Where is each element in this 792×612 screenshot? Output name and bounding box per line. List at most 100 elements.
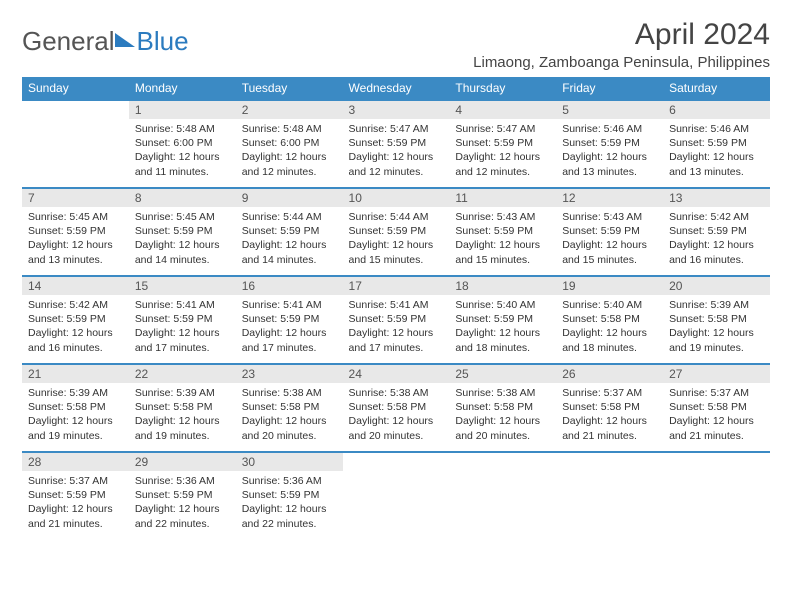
day-cell: 9Sunrise: 5:44 AMSunset: 5:59 PMDaylight… — [236, 188, 343, 276]
sunset-text: Sunset: 5:59 PM — [242, 488, 337, 502]
day-detail: Sunrise: 5:45 AMSunset: 5:59 PMDaylight:… — [129, 207, 236, 273]
sunrise-text: Sunrise: 5:47 AM — [455, 122, 550, 136]
day-number: 10 — [343, 189, 450, 207]
day-detail: Sunrise: 5:48 AMSunset: 6:00 PMDaylight:… — [236, 119, 343, 185]
day-detail: Sunrise: 5:48 AMSunset: 6:00 PMDaylight:… — [129, 119, 236, 185]
daylight-text: Daylight: 12 hours and 20 minutes. — [349, 414, 444, 442]
day-cell: 20Sunrise: 5:39 AMSunset: 5:58 PMDayligh… — [663, 276, 770, 364]
day-number: 3 — [343, 101, 450, 119]
daylight-text: Daylight: 12 hours and 22 minutes. — [242, 502, 337, 530]
sunrise-text: Sunrise: 5:37 AM — [669, 386, 764, 400]
daylight-text: Daylight: 12 hours and 16 minutes. — [669, 238, 764, 266]
sunset-text: Sunset: 5:59 PM — [135, 312, 230, 326]
day-cell: 30Sunrise: 5:36 AMSunset: 5:59 PMDayligh… — [236, 452, 343, 540]
day-cell: 1Sunrise: 5:48 AMSunset: 6:00 PMDaylight… — [129, 100, 236, 188]
day-detail: Sunrise: 5:41 AMSunset: 5:59 PMDaylight:… — [343, 295, 450, 361]
sunset-text: Sunset: 5:58 PM — [455, 400, 550, 414]
sunrise-text: Sunrise: 5:48 AM — [135, 122, 230, 136]
sunrise-text: Sunrise: 5:41 AM — [349, 298, 444, 312]
day-number: 8 — [129, 189, 236, 207]
col-tuesday: Tuesday — [236, 77, 343, 100]
col-saturday: Saturday — [663, 77, 770, 100]
col-sunday: Sunday — [22, 77, 129, 100]
sunrise-text: Sunrise: 5:38 AM — [455, 386, 550, 400]
day-detail: Sunrise: 5:37 AMSunset: 5:58 PMDaylight:… — [663, 383, 770, 449]
sunset-text: Sunset: 5:58 PM — [28, 400, 123, 414]
day-cell: 22Sunrise: 5:39 AMSunset: 5:58 PMDayligh… — [129, 364, 236, 452]
day-detail: Sunrise: 5:46 AMSunset: 5:59 PMDaylight:… — [556, 119, 663, 185]
day-detail: Sunrise: 5:46 AMSunset: 5:59 PMDaylight:… — [663, 119, 770, 185]
sunrise-text: Sunrise: 5:42 AM — [669, 210, 764, 224]
day-number: 19 — [556, 277, 663, 295]
day-detail: Sunrise: 5:36 AMSunset: 5:59 PMDaylight:… — [129, 471, 236, 537]
brand-logo: General Blue — [22, 26, 189, 57]
day-cell: 5Sunrise: 5:46 AMSunset: 5:59 PMDaylight… — [556, 100, 663, 188]
day-cell — [22, 100, 129, 188]
day-detail: Sunrise: 5:47 AMSunset: 5:59 PMDaylight:… — [343, 119, 450, 185]
sunset-text: Sunset: 5:59 PM — [562, 224, 657, 238]
sunrise-text: Sunrise: 5:36 AM — [242, 474, 337, 488]
calendar-body: 1Sunrise: 5:48 AMSunset: 6:00 PMDaylight… — [22, 100, 770, 540]
sunset-text: Sunset: 5:58 PM — [669, 312, 764, 326]
day-number: 24 — [343, 365, 450, 383]
daylight-text: Daylight: 12 hours and 14 minutes. — [135, 238, 230, 266]
day-number: 12 — [556, 189, 663, 207]
sunset-text: Sunset: 5:59 PM — [242, 224, 337, 238]
sunset-text: Sunset: 5:59 PM — [28, 488, 123, 502]
day-number: 15 — [129, 277, 236, 295]
daylight-text: Daylight: 12 hours and 21 minutes. — [669, 414, 764, 442]
sail-icon — [115, 33, 135, 47]
daylight-text: Daylight: 12 hours and 19 minutes. — [135, 414, 230, 442]
day-detail: Sunrise: 5:39 AMSunset: 5:58 PMDaylight:… — [129, 383, 236, 449]
table-row: 7Sunrise: 5:45 AMSunset: 5:59 PMDaylight… — [22, 188, 770, 276]
col-wednesday: Wednesday — [343, 77, 450, 100]
day-cell — [556, 452, 663, 540]
sunset-text: Sunset: 5:59 PM — [455, 224, 550, 238]
day-detail: Sunrise: 5:43 AMSunset: 5:59 PMDaylight:… — [449, 207, 556, 273]
sunset-text: Sunset: 5:58 PM — [669, 400, 764, 414]
sunrise-text: Sunrise: 5:47 AM — [349, 122, 444, 136]
sunset-text: Sunset: 5:59 PM — [455, 312, 550, 326]
day-detail: Sunrise: 5:36 AMSunset: 5:59 PMDaylight:… — [236, 471, 343, 537]
sunrise-text: Sunrise: 5:39 AM — [669, 298, 764, 312]
daylight-text: Daylight: 12 hours and 17 minutes. — [242, 326, 337, 354]
calendar-head: Sunday Monday Tuesday Wednesday Thursday… — [22, 77, 770, 100]
day-cell — [343, 452, 450, 540]
day-cell: 13Sunrise: 5:42 AMSunset: 5:59 PMDayligh… — [663, 188, 770, 276]
day-cell: 15Sunrise: 5:41 AMSunset: 5:59 PMDayligh… — [129, 276, 236, 364]
sunrise-text: Sunrise: 5:42 AM — [28, 298, 123, 312]
brand-part1: General — [22, 26, 115, 57]
day-cell: 24Sunrise: 5:38 AMSunset: 5:58 PMDayligh… — [343, 364, 450, 452]
daylight-text: Daylight: 12 hours and 17 minutes. — [349, 326, 444, 354]
day-cell: 25Sunrise: 5:38 AMSunset: 5:58 PMDayligh… — [449, 364, 556, 452]
day-number: 28 — [22, 453, 129, 471]
day-cell: 14Sunrise: 5:42 AMSunset: 5:59 PMDayligh… — [22, 276, 129, 364]
sunset-text: Sunset: 5:58 PM — [349, 400, 444, 414]
day-number: 4 — [449, 101, 556, 119]
sunrise-text: Sunrise: 5:39 AM — [28, 386, 123, 400]
daylight-text: Daylight: 12 hours and 17 minutes. — [135, 326, 230, 354]
day-number: 17 — [343, 277, 450, 295]
sunset-text: Sunset: 5:59 PM — [349, 312, 444, 326]
day-number: 1 — [129, 101, 236, 119]
day-detail: Sunrise: 5:40 AMSunset: 5:59 PMDaylight:… — [449, 295, 556, 361]
day-cell: 23Sunrise: 5:38 AMSunset: 5:58 PMDayligh… — [236, 364, 343, 452]
day-detail: Sunrise: 5:39 AMSunset: 5:58 PMDaylight:… — [663, 295, 770, 361]
sunrise-text: Sunrise: 5:36 AM — [135, 474, 230, 488]
day-number: 27 — [663, 365, 770, 383]
sunrise-text: Sunrise: 5:48 AM — [242, 122, 337, 136]
daylight-text: Daylight: 12 hours and 13 minutes. — [562, 150, 657, 178]
sunset-text: Sunset: 6:00 PM — [135, 136, 230, 150]
table-row: 1Sunrise: 5:48 AMSunset: 6:00 PMDaylight… — [22, 100, 770, 188]
day-cell: 17Sunrise: 5:41 AMSunset: 5:59 PMDayligh… — [343, 276, 450, 364]
location-text: Limaong, Zamboanga Peninsula, Philippine… — [473, 54, 770, 71]
daylight-text: Daylight: 12 hours and 16 minutes. — [28, 326, 123, 354]
sunset-text: Sunset: 5:59 PM — [242, 312, 337, 326]
daylight-text: Daylight: 12 hours and 12 minutes. — [349, 150, 444, 178]
table-row: 21Sunrise: 5:39 AMSunset: 5:58 PMDayligh… — [22, 364, 770, 452]
sunrise-text: Sunrise: 5:40 AM — [562, 298, 657, 312]
day-cell: 11Sunrise: 5:43 AMSunset: 5:59 PMDayligh… — [449, 188, 556, 276]
daylight-text: Daylight: 12 hours and 18 minutes. — [455, 326, 550, 354]
daylight-text: Daylight: 12 hours and 21 minutes. — [28, 502, 123, 530]
sunset-text: Sunset: 5:59 PM — [669, 136, 764, 150]
